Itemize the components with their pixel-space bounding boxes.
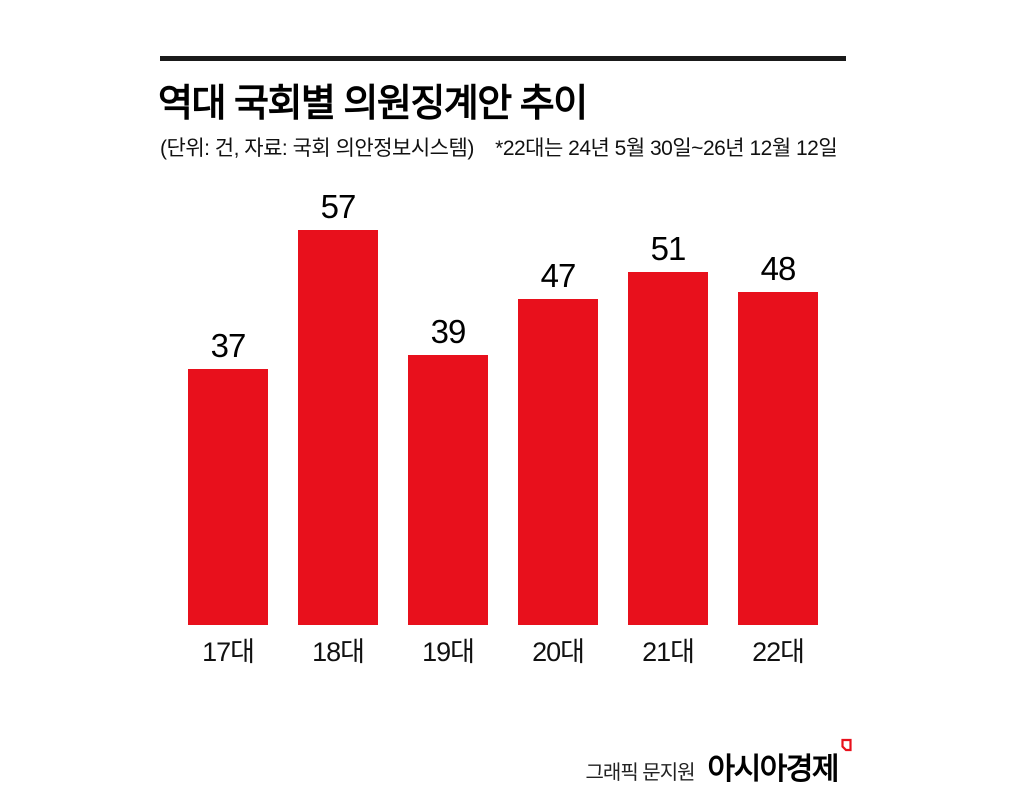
bar-value-label: 39	[430, 313, 467, 350]
bar	[188, 369, 268, 625]
brand-mark-icon	[840, 738, 853, 758]
graphic-credit: 그래픽 문지원	[585, 762, 696, 784]
bar-category-label: 20대	[532, 636, 585, 667]
bar-category-label: 17대	[202, 636, 255, 667]
bar	[628, 272, 708, 625]
bar-category-label: 21대	[642, 636, 695, 667]
footnote-label: *22대는 24년 5월 30일~26년 12월 12일	[495, 137, 838, 160]
chart-subtitle: (단위: 건, 자료: 국회 의안정보시스템) *22대는 24년 5월 30일…	[160, 132, 838, 162]
bar-group: 48 22대	[738, 190, 818, 673]
bar	[518, 299, 598, 625]
bar-group: 51 21대	[628, 190, 708, 673]
bar-category-label: 19대	[422, 636, 475, 667]
bar	[298, 230, 378, 625]
bar-value-label: 47	[540, 257, 577, 294]
bar-value-label: 51	[650, 230, 687, 267]
bar-chart: 37 17대 57 18대 39 19대 47 20대 51 21대 48 22대	[188, 190, 818, 673]
bar-group: 37 17대	[188, 190, 268, 673]
header-rule	[160, 56, 846, 61]
bar-value-label: 57	[320, 188, 357, 225]
bar	[408, 355, 488, 625]
bar-value-label: 37	[210, 327, 247, 364]
bar-group: 57 18대	[298, 190, 378, 673]
bar-value-label: 48	[760, 250, 797, 287]
bar	[738, 292, 818, 625]
bar-category-label: 22대	[752, 636, 805, 667]
bar-group: 39 19대	[408, 190, 488, 673]
unit-source-label: (단위: 건, 자료: 국회 의안정보시스템)	[160, 137, 474, 160]
credit-footer: 그래픽 문지원 아시아경제	[585, 738, 852, 788]
page-title: 역대 국회별 의원징계안 추이	[158, 83, 588, 125]
brand-logo: 아시아경제	[707, 753, 840, 786]
bar-category-label: 18대	[312, 636, 365, 667]
bar-group: 47 20대	[518, 190, 598, 673]
